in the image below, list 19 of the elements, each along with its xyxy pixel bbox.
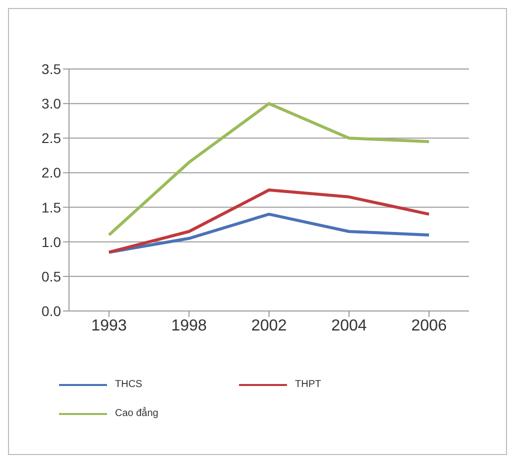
line-series: [108, 102, 430, 236]
x-tick-label: 2006: [411, 317, 447, 334]
y-tick-label: 3.0: [42, 96, 62, 112]
y-tick-label: 1.5: [42, 199, 62, 216]
legend-label: Cao đẳng: [115, 408, 158, 419]
x-tick-label: 2004: [331, 317, 367, 334]
y-tick-label: 1.0: [42, 234, 62, 250]
y-tick-label: 3.5: [42, 60, 62, 77]
y-tick-label: 2.0: [42, 164, 62, 181]
y-tick-label: 2.5: [42, 130, 62, 146]
line-series: [108, 212, 430, 254]
y-tick-label: 0.5: [42, 268, 62, 284]
legend-label: THCS: [115, 379, 142, 390]
x-tick-label: 1998: [171, 317, 207, 334]
x-tick-label: 1993: [91, 317, 127, 334]
line-series: [108, 188, 430, 254]
legend-label: THPT: [295, 379, 322, 390]
y-tick-label: 0.0: [42, 302, 62, 319]
x-tick-label: 2002: [251, 317, 287, 334]
